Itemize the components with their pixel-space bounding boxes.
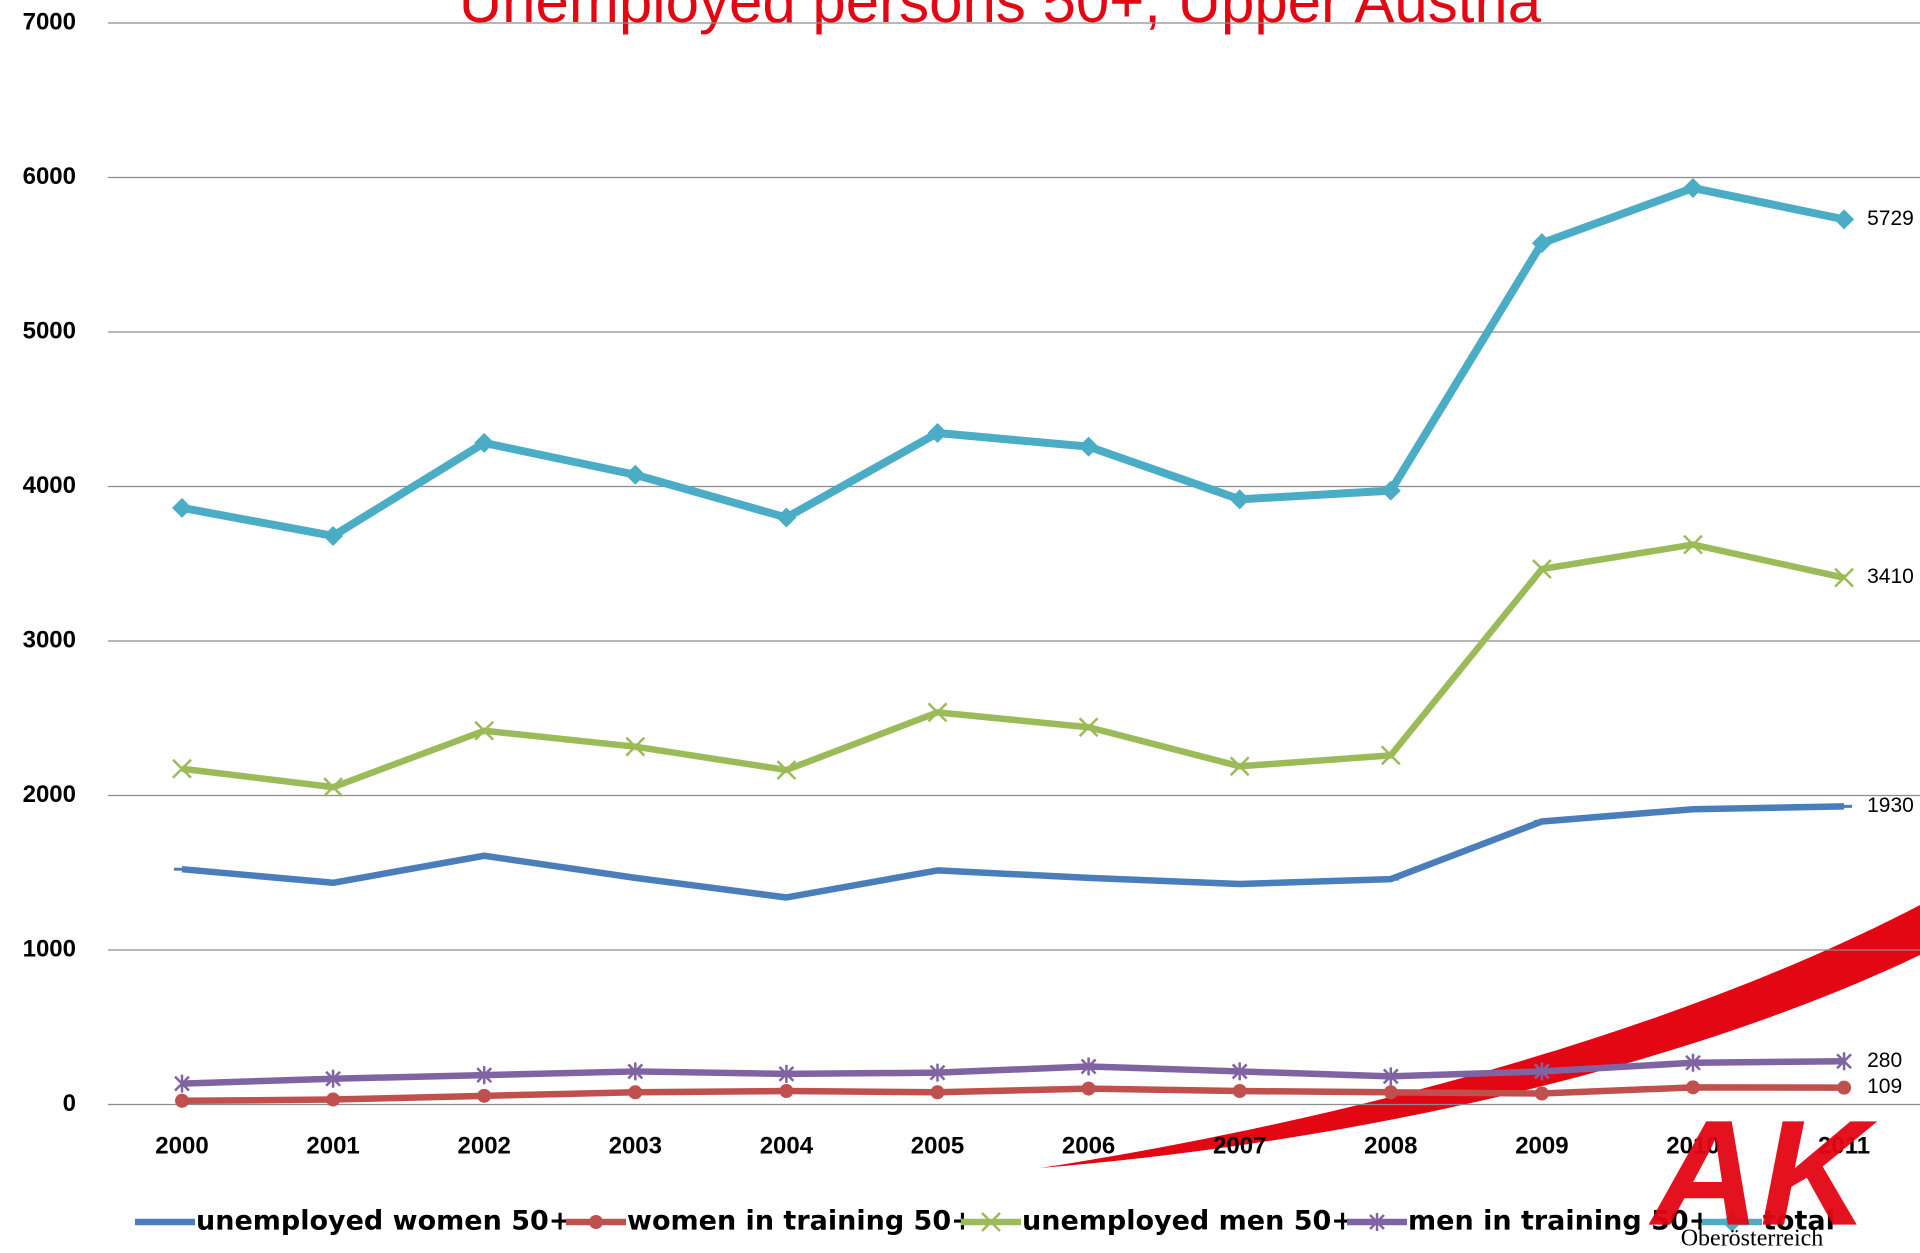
marker <box>1369 1213 1385 1231</box>
marker <box>1078 436 1099 457</box>
x-tick-label: 2000 <box>155 1132 208 1159</box>
series <box>175 1080 1852 1108</box>
x-tick-label: 2006 <box>1062 1132 1115 1159</box>
marker <box>778 1064 795 1083</box>
marker <box>1836 1052 1852 1071</box>
series-line <box>181 1084 1845 1105</box>
marker <box>779 1084 794 1099</box>
marker <box>589 1215 603 1229</box>
marker <box>930 1085 945 1100</box>
marker <box>627 1062 644 1081</box>
data-label: 5729 <box>1867 207 1914 230</box>
marker <box>1380 745 1401 766</box>
legend-label: unemployed women 50+ <box>196 1206 571 1237</box>
legend-label: women in training 50+ <box>627 1206 974 1237</box>
x-tick-label: 2010 <box>1666 1132 1719 1159</box>
marker <box>1685 1053 1701 1072</box>
data-label: 280 <box>1867 1049 1902 1072</box>
marker <box>628 1085 643 1100</box>
marker <box>929 1063 946 1082</box>
x-tick-label: 2007 <box>1213 1132 1266 1159</box>
series <box>174 803 1853 901</box>
series <box>174 1052 1852 1093</box>
marker <box>474 720 495 741</box>
series <box>172 178 1855 546</box>
x-tick-label: 2011 <box>1818 1132 1870 1159</box>
marker <box>1683 534 1703 555</box>
marker <box>927 702 948 723</box>
marker <box>172 758 192 779</box>
marker <box>981 1212 1001 1232</box>
marker <box>1382 1067 1399 1086</box>
data-label: 3410 <box>1867 565 1914 588</box>
marker <box>1229 489 1250 510</box>
marker <box>1683 178 1703 199</box>
marker <box>325 1069 341 1088</box>
marker <box>326 1092 341 1107</box>
x-tick-label: 2008 <box>1364 1132 1417 1159</box>
marker <box>1383 1085 1398 1100</box>
legend-label: unemployed men 50+ <box>1022 1206 1354 1237</box>
series <box>172 534 1854 798</box>
marker <box>1837 1080 1852 1095</box>
marker <box>174 1074 190 1093</box>
chart-title: Unemployed persons 50+, Upper Austria <box>459 0 1542 35</box>
x-tick-label: 2004 <box>760 1132 814 1159</box>
y-tick-label: 5000 <box>23 317 76 344</box>
marker <box>1531 233 1552 254</box>
marker <box>625 736 646 757</box>
y-tick-label: 3000 <box>23 626 76 653</box>
logo-mark: AK <box>1648 1089 1878 1253</box>
marker <box>323 777 343 798</box>
marker <box>776 507 797 528</box>
marker <box>1722 1212 1742 1232</box>
marker <box>476 1066 493 1085</box>
marker <box>172 497 192 518</box>
marker <box>776 760 797 780</box>
series-line <box>181 1057 1845 1087</box>
marker <box>1834 209 1855 230</box>
marker <box>1686 1080 1700 1095</box>
marker <box>1534 1062 1550 1081</box>
marker <box>323 525 344 546</box>
marker <box>1834 567 1854 588</box>
marker <box>1078 717 1099 738</box>
marker <box>1380 480 1401 501</box>
data-label: 1930 <box>1867 794 1914 817</box>
x-tick-label: 2002 <box>458 1132 511 1159</box>
marker <box>175 1093 189 1108</box>
marker <box>927 423 948 444</box>
x-tick-label: 2009 <box>1515 1132 1568 1159</box>
y-tick-label: 0 <box>63 1090 76 1117</box>
y-tick-label: 7000 <box>23 8 76 35</box>
series-line <box>181 541 1845 791</box>
y-tick-label: 4000 <box>23 472 76 499</box>
marker <box>1532 559 1552 579</box>
marker <box>1081 1081 1096 1096</box>
legend-label: total <box>1763 1206 1835 1237</box>
y-tick-label: 2000 <box>23 781 76 808</box>
marker <box>1229 756 1250 777</box>
y-tick-label: 1000 <box>23 935 76 962</box>
marker <box>625 464 646 485</box>
x-tick-label: 2001 <box>306 1132 359 1159</box>
marker <box>477 1088 492 1103</box>
x-tick-label: 2005 <box>911 1132 964 1159</box>
marker <box>1231 1062 1248 1081</box>
logo-caption: Oberösterreich <box>1681 1226 1824 1252</box>
marker <box>1080 1057 1097 1076</box>
marker <box>474 432 495 453</box>
data-label: 109 <box>1867 1075 1902 1098</box>
series-line <box>181 803 1845 901</box>
y-tick-label: 6000 <box>23 163 76 190</box>
marker <box>1534 1086 1549 1101</box>
marker <box>1232 1084 1247 1099</box>
x-tick-label: 2003 <box>609 1132 662 1159</box>
legend-label: men in training 50+ <box>1408 1206 1711 1237</box>
series-line <box>181 184 1845 540</box>
